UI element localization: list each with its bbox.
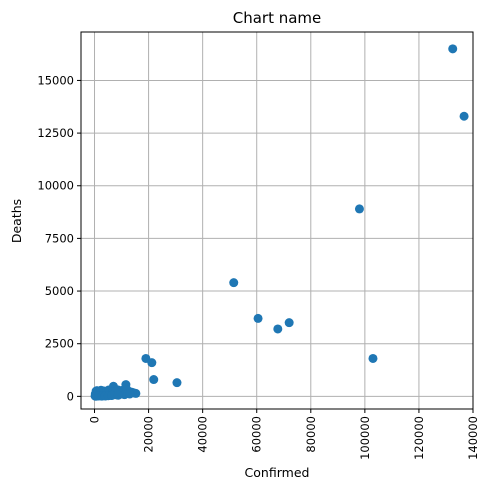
data-point — [354, 204, 364, 214]
data-point — [253, 313, 263, 323]
y-tick-label: 2500 — [45, 337, 74, 351]
data-point — [459, 111, 469, 121]
y-tick-label: 0 — [67, 389, 74, 403]
x-tick-label: 0 — [88, 416, 102, 423]
x-tick-label: 60000 — [250, 416, 264, 453]
data-point — [448, 44, 458, 54]
data-point — [113, 390, 123, 400]
data-point — [273, 324, 283, 334]
y-tick-label: 10000 — [37, 179, 74, 193]
x-tick-label: 80000 — [304, 416, 318, 453]
data-point — [147, 358, 157, 368]
data-point — [125, 389, 135, 399]
data-points — [90, 44, 469, 401]
x-tick-label: 40000 — [196, 416, 210, 453]
axis-ticks: 0 20000 40000 60000 80000 100000 120000 140000 0… — [37, 73, 480, 459]
data-point — [107, 390, 117, 400]
x-tick-label: 20000 — [142, 416, 156, 453]
y-tick-label: 7500 — [45, 231, 74, 245]
plot-frame — [80, 31, 474, 410]
data-point — [229, 278, 239, 288]
y-tick-label: 15000 — [37, 73, 74, 87]
x-tick-label: 140000 — [466, 416, 480, 460]
x-axis-label: Confirmed — [245, 465, 310, 480]
data-point — [149, 375, 159, 385]
data-point — [368, 353, 378, 363]
grid-lines — [81, 32, 474, 409]
y-tick-label: 12500 — [37, 126, 74, 140]
y-tick-label: 5000 — [45, 284, 74, 298]
y-axis-label: Deaths — [9, 199, 24, 243]
data-point — [172, 378, 182, 388]
x-tick-label: 120000 — [412, 416, 426, 460]
x-tick-label: 100000 — [358, 416, 372, 460]
data-point — [284, 318, 294, 328]
chart-title: Chart name — [233, 9, 322, 27]
